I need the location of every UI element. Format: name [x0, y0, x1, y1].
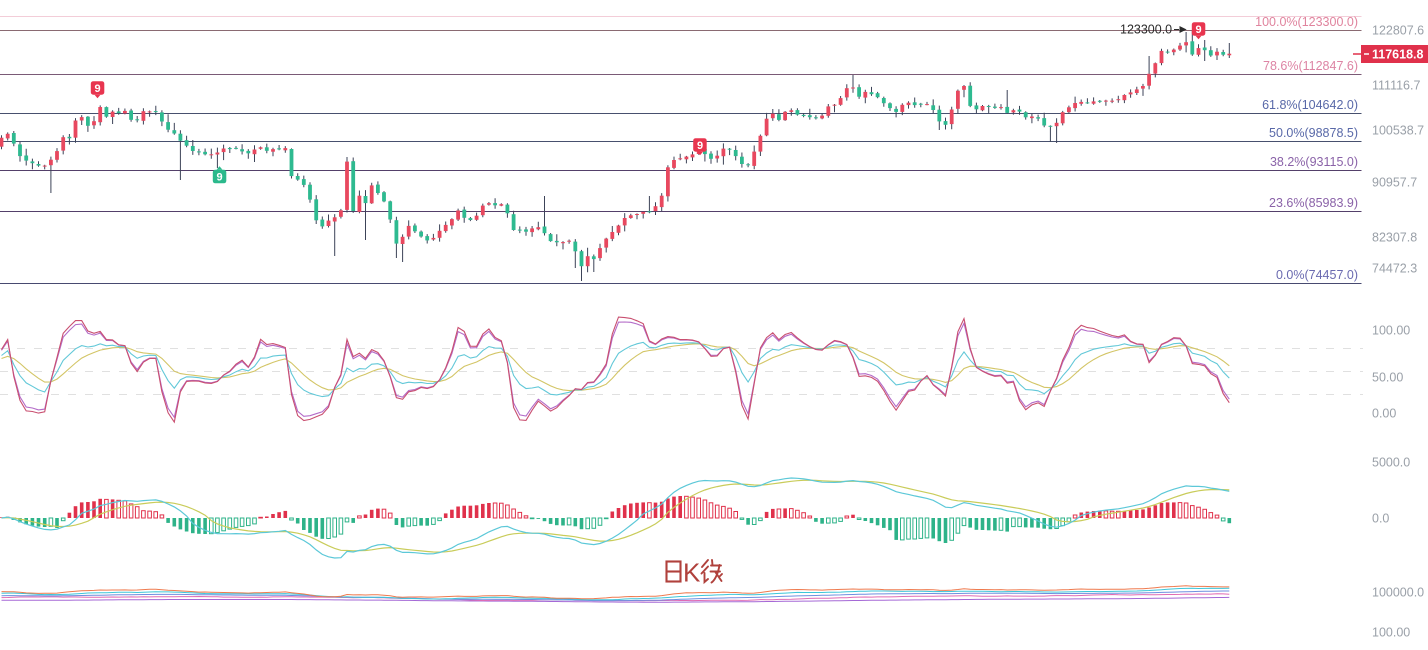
svg-text:122807.6: 122807.6 — [1372, 23, 1424, 37]
svg-text:9: 9 — [1195, 24, 1201, 36]
svg-text:100538.7: 100538.7 — [1372, 123, 1424, 137]
svg-text:100000.0: 100000.0 — [1372, 585, 1424, 599]
svg-text:123300.0: 123300.0 — [1120, 23, 1172, 37]
svg-text:9: 9 — [94, 83, 100, 95]
svg-text:111116.7: 111116.7 — [1372, 78, 1420, 92]
svg-text:78.6%(112847.6): 78.6%(112847.6) — [1263, 59, 1358, 73]
svg-text:74472.3: 74472.3 — [1372, 261, 1417, 275]
svg-text:50.00: 50.00 — [1372, 370, 1403, 384]
svg-text:82307.8: 82307.8 — [1372, 230, 1417, 244]
svg-text:9: 9 — [697, 140, 703, 152]
svg-text:0.0%(74457.0): 0.0%(74457.0) — [1276, 268, 1358, 282]
svg-text:61.8%(104642.0): 61.8%(104642.0) — [1262, 98, 1358, 112]
svg-text:38.2%(93115.0): 38.2%(93115.0) — [1270, 155, 1358, 169]
svg-text:100.00: 100.00 — [1372, 323, 1410, 337]
svg-text:23.6%(85983.9): 23.6%(85983.9) — [1269, 196, 1358, 210]
svg-text:K: K — [683, 558, 701, 588]
svg-text:0.0: 0.0 — [1372, 511, 1389, 525]
svg-text:0.00: 0.00 — [1372, 406, 1396, 420]
svg-text:5000.0: 5000.0 — [1372, 455, 1410, 469]
svg-text:117618.8: 117618.8 — [1372, 48, 1423, 62]
svg-text:100.0%(123300.0): 100.0%(123300.0) — [1255, 15, 1358, 29]
svg-text:90957.7: 90957.7 — [1372, 175, 1417, 189]
svg-text:50.0%(98878.5): 50.0%(98878.5) — [1269, 126, 1358, 140]
svg-text:100.00: 100.00 — [1372, 625, 1410, 639]
svg-text:9: 9 — [216, 171, 222, 183]
